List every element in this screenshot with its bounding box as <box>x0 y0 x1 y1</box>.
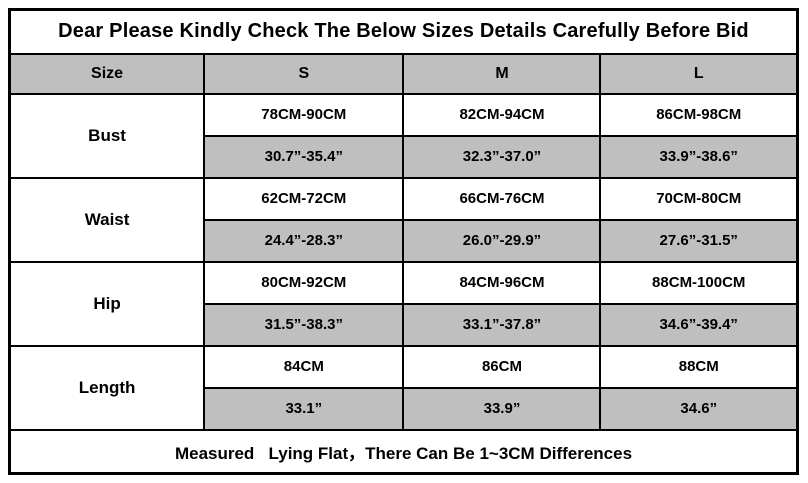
table-title: Dear Please Kindly Check The Below Sizes… <box>8 8 799 55</box>
header-size: Size <box>8 52 206 95</box>
cell-bust-cm-s: 78CM-90CM <box>203 92 405 137</box>
cell-bust-cm-l: 86CM-98CM <box>599 92 799 137</box>
header-size-m: M <box>402 52 602 95</box>
cell-hip-cm-m: 84CM-96CM <box>402 260 602 305</box>
measurement-note: Measured Lying Flat，There Can Be 1~3CM D… <box>8 428 799 475</box>
row-label-length: Length <box>8 344 206 431</box>
row-label-hip: Hip <box>8 260 206 347</box>
bust-cm-row: Bust 78CM-90CM 82CM-94CM 86CM-98CM <box>8 92 799 179</box>
cell-hip-inch-s: 31.5”-38.3” <box>203 302 405 347</box>
row-label-bust: Bust <box>8 92 206 179</box>
cell-waist-inch-l: 27.6”-31.5” <box>599 218 799 263</box>
bust-inch-row: 30.7”-35.4” 32.3”-37.0” 33.9”-38.6” <box>10 134 799 179</box>
row-label-waist: Waist <box>8 176 206 263</box>
cell-bust-inch-s: 30.7”-35.4” <box>203 134 405 179</box>
cell-bust-cm-m: 82CM-94CM <box>402 92 602 137</box>
cell-bust-inch-m: 32.3”-37.0” <box>402 134 602 179</box>
header-size-l: L <box>599 52 799 95</box>
cell-hip-cm-s: 80CM-92CM <box>203 260 405 305</box>
cell-length-cm-m: 86CM <box>402 344 602 389</box>
cell-waist-cm-l: 70CM-80CM <box>599 176 799 221</box>
cell-waist-inch-m: 26.0”-29.9” <box>402 218 602 263</box>
cell-hip-cm-l: 88CM-100CM <box>599 260 799 305</box>
hip-inch-row: 31.5”-38.3” 33.1”-37.8” 34.6”-39.4” <box>10 302 799 347</box>
cell-length-inch-l: 34.6” <box>599 386 799 431</box>
cell-length-cm-s: 84CM <box>203 344 405 389</box>
cell-length-inch-s: 33.1” <box>203 386 405 431</box>
header-row: Size S M L <box>8 52 799 95</box>
waist-cm-row: Waist 62CM-72CM 66CM-76CM 70CM-80CM <box>8 176 799 263</box>
cell-length-cm-l: 88CM <box>599 344 799 389</box>
length-cm-row: Length 84CM 86CM 88CM <box>8 344 799 431</box>
footer-row: Measured Lying Flat，There Can Be 1~3CM D… <box>8 428 799 475</box>
waist-inch-row: 24.4”-28.3” 26.0”-29.9” 27.6”-31.5” <box>10 218 799 263</box>
cell-length-inch-m: 33.9” <box>402 386 602 431</box>
title-row: Dear Please Kindly Check The Below Sizes… <box>8 8 799 55</box>
cell-waist-inch-s: 24.4”-28.3” <box>203 218 405 263</box>
size-chart-table: Dear Please Kindly Check The Below Sizes… <box>8 8 799 475</box>
cell-waist-cm-s: 62CM-72CM <box>203 176 405 221</box>
cell-bust-inch-l: 33.9”-38.6” <box>599 134 799 179</box>
cell-hip-inch-l: 34.6”-39.4” <box>599 302 799 347</box>
cell-hip-inch-m: 33.1”-37.8” <box>402 302 602 347</box>
header-size-s: S <box>203 52 405 95</box>
hip-cm-row: Hip 80CM-92CM 84CM-96CM 88CM-100CM <box>8 260 799 347</box>
length-inch-row: 33.1” 33.9” 34.6” <box>10 386 799 431</box>
cell-waist-cm-m: 66CM-76CM <box>402 176 602 221</box>
